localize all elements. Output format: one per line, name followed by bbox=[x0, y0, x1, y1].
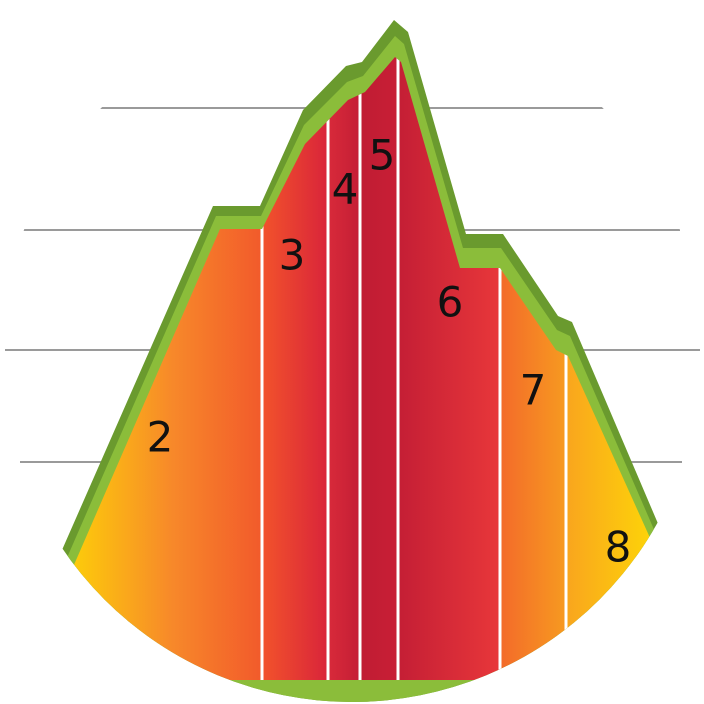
section bbox=[360, 57, 398, 680]
section-label: 3 bbox=[279, 231, 306, 280]
section-label: 8 bbox=[605, 523, 632, 572]
section-label: 7 bbox=[520, 366, 547, 415]
section-label: 6 bbox=[437, 278, 464, 327]
section bbox=[328, 57, 360, 680]
section-label: 4 bbox=[332, 165, 359, 214]
section-label: 2 bbox=[147, 413, 174, 462]
section-label: 5 bbox=[369, 131, 396, 180]
